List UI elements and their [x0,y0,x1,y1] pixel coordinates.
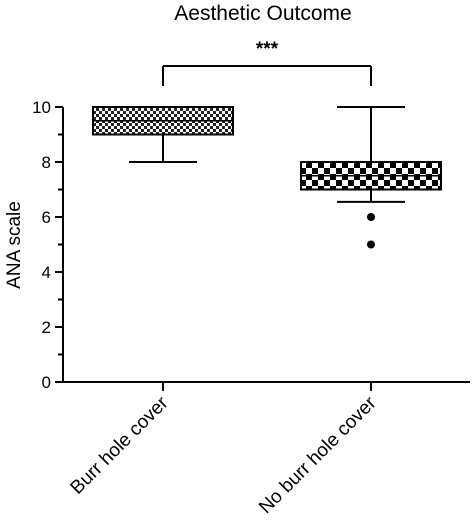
y-tick-label: 10 [32,98,51,117]
outlier-point [367,213,375,221]
y-tick-label: 2 [42,318,51,337]
boxes [92,106,442,249]
box-series [92,106,234,163]
outlier-point [367,240,375,249]
chart-title: Aesthetic Outcome [174,2,351,25]
x-ticks: Burr hole cover No burr hole cover [67,382,381,518]
x-category-label: No burr hole cover [255,392,381,518]
box-series [300,106,442,249]
y-tick-label: 4 [42,263,51,282]
y-axis-label: ANA scale [4,201,25,289]
y-tick-label: 6 [42,208,51,227]
y-tick-label: 8 [42,153,51,172]
significance-bracket: *** [162,39,372,86]
y-tick-label: 0 [42,373,51,392]
x-category-label: Burr hole cover [67,392,173,498]
significance-label: *** [256,39,279,60]
y-ticks: 0 2 4 6 8 10 [32,98,63,392]
